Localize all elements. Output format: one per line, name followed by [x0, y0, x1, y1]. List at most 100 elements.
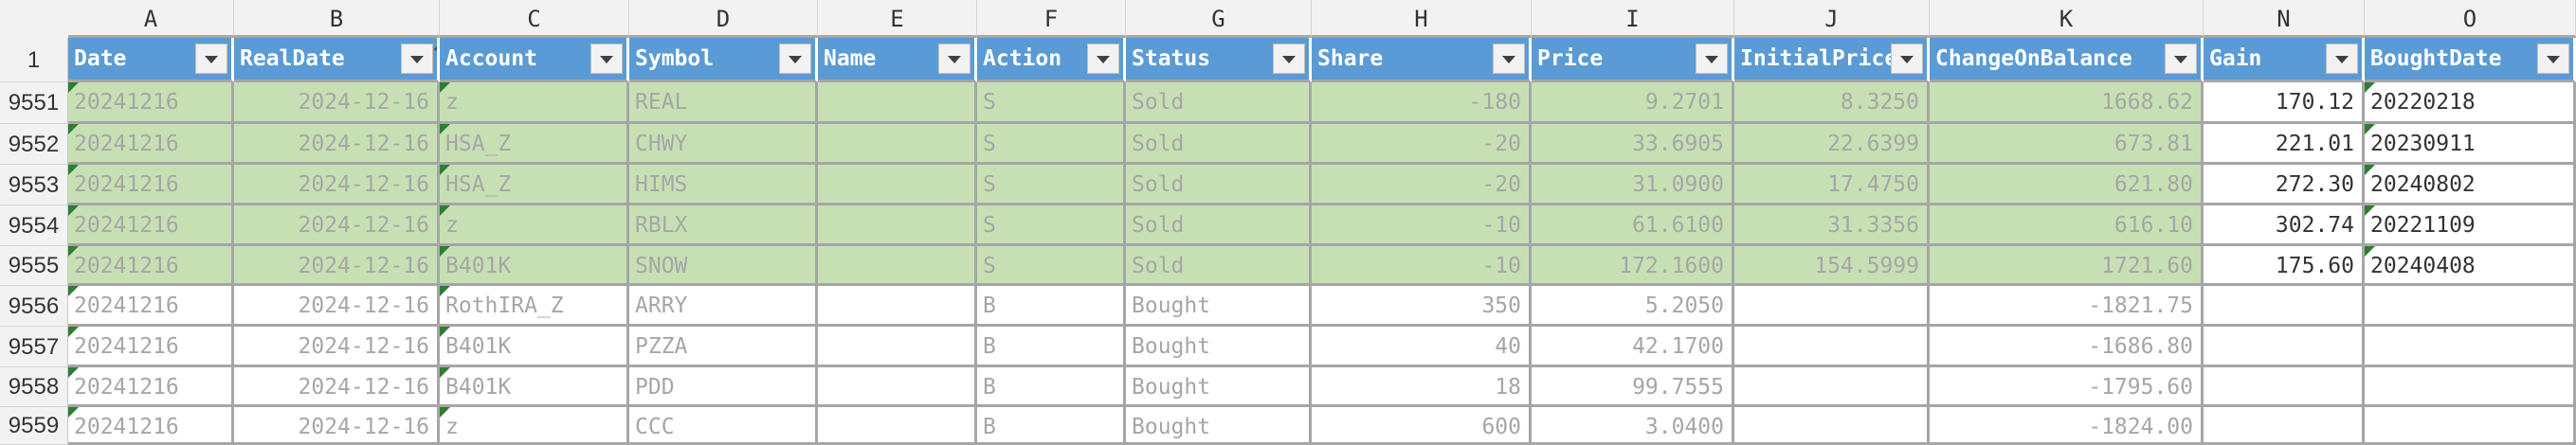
cell-initialprice[interactable]	[1734, 407, 1930, 445]
cell-symbol[interactable]: SNOW	[629, 246, 818, 286]
cell-gain[interactable]	[2204, 286, 2365, 327]
header-changeonbalance[interactable]: ChangeOnBalance	[1930, 38, 2204, 82]
cell-boughtdate[interactable]	[2365, 407, 2576, 445]
cell-symbol[interactable]: CHWY	[629, 124, 818, 165]
cell-changeonbalance[interactable]: 1721.60	[1930, 246, 2204, 286]
cell-name[interactable]	[818, 407, 977, 445]
cell-status[interactable]: Bought	[1126, 407, 1312, 445]
cell-changeonbalance[interactable]: 1668.62	[1930, 82, 2204, 124]
cell-initialprice[interactable]	[1734, 327, 1930, 367]
cell-changeonbalance[interactable]: 621.80	[1930, 165, 2204, 205]
cell-share[interactable]: -20	[1312, 165, 1532, 205]
cell-realdate[interactable]: 2024-12-16	[234, 205, 440, 246]
cell-share[interactable]: -180	[1312, 82, 1532, 124]
filter-dropdown-icon[interactable]	[1696, 44, 1728, 74]
cell-gain[interactable]: 175.60	[2204, 246, 2365, 286]
cell-share[interactable]: 40	[1312, 327, 1532, 367]
cell-initialprice[interactable]: 154.5999	[1734, 246, 1930, 286]
column-letter-j[interactable]: J	[1734, 0, 1930, 38]
cell-boughtdate[interactable]	[2365, 367, 2576, 407]
cell-boughtdate[interactable]: 20220218	[2365, 82, 2576, 124]
cell-changeonbalance[interactable]: -1795.60	[1930, 367, 2204, 407]
cell-initialprice[interactable]: 8.3250	[1734, 82, 1930, 124]
cell-action[interactable]: S	[977, 82, 1126, 124]
filter-dropdown-icon[interactable]	[1273, 44, 1305, 74]
column-letter-a[interactable]: A	[68, 0, 234, 38]
cell-status[interactable]: Sold	[1126, 82, 1312, 124]
cell-name[interactable]	[818, 286, 977, 327]
column-letter-n[interactable]: N	[2204, 0, 2365, 38]
cell-initialprice[interactable]: 17.4750	[1734, 165, 1930, 205]
row-number[interactable]: 9556	[0, 286, 68, 327]
cell-gain[interactable]	[2204, 407, 2365, 445]
column-letter-h[interactable]: H	[1312, 0, 1532, 38]
cell-date[interactable]: 20241216	[68, 82, 234, 124]
cell-boughtdate[interactable]: 20240408	[2365, 246, 2576, 286]
header-name[interactable]: Name	[818, 38, 977, 82]
header-share[interactable]: Share	[1312, 38, 1532, 82]
cell-price[interactable]: 3.0400	[1532, 407, 1734, 445]
cell-share[interactable]: 18	[1312, 367, 1532, 407]
cell-changeonbalance[interactable]: 673.81	[1930, 124, 2204, 165]
cell-status[interactable]: Bought	[1126, 286, 1312, 327]
cell-name[interactable]	[818, 246, 977, 286]
cell-boughtdate[interactable]	[2365, 286, 2576, 327]
cell-gain[interactable]	[2204, 327, 2365, 367]
cell-share[interactable]: -10	[1312, 246, 1532, 286]
cell-status[interactable]: Sold	[1126, 124, 1312, 165]
cell-boughtdate[interactable]: 20221109	[2365, 205, 2576, 246]
cell-action[interactable]: S	[977, 205, 1126, 246]
cell-date[interactable]: 20241216	[68, 205, 234, 246]
cell-action[interactable]: B	[977, 327, 1126, 367]
cell-date[interactable]: 20241216	[68, 286, 234, 327]
cell-account[interactable]: RothIRA_Z	[440, 286, 629, 327]
filter-dropdown-icon[interactable]	[195, 44, 227, 74]
cell-name[interactable]	[818, 205, 977, 246]
header-gain[interactable]: Gain	[2204, 38, 2365, 82]
cell-date[interactable]: 20241216	[68, 165, 234, 205]
cell-boughtdate[interactable]: 20240802	[2365, 165, 2576, 205]
filter-dropdown-icon[interactable]	[1493, 44, 1525, 74]
header-boughtdate[interactable]: BoughtDate	[2365, 38, 2576, 82]
cell-gain[interactable]: 170.12	[2204, 82, 2365, 124]
header-action[interactable]: Action	[977, 38, 1126, 82]
row-number[interactable]: 9559	[0, 407, 68, 445]
cell-date[interactable]: 20241216	[68, 327, 234, 367]
cell-price[interactable]: 42.1700	[1532, 327, 1734, 367]
row-number[interactable]: 9552	[0, 124, 68, 165]
column-letter-f[interactable]: F	[977, 0, 1126, 38]
filter-dropdown-icon[interactable]	[779, 44, 811, 74]
cell-initialprice[interactable]: 22.6399	[1734, 124, 1930, 165]
cell-gain[interactable]	[2204, 367, 2365, 407]
cell-changeonbalance[interactable]: -1821.75	[1930, 286, 2204, 327]
cell-price[interactable]: 172.1600	[1532, 246, 1734, 286]
row-number[interactable]: 9553	[0, 165, 68, 205]
cell-price[interactable]: 5.2050	[1532, 286, 1734, 327]
cell-realdate[interactable]: 2024-12-16	[234, 367, 440, 407]
cell-name[interactable]	[818, 327, 977, 367]
cell-date[interactable]: 20241216	[68, 124, 234, 165]
row-number[interactable]: 9558	[0, 367, 68, 407]
cell-changeonbalance[interactable]: -1824.00	[1930, 407, 2204, 445]
row-number[interactable]: 9555	[0, 246, 68, 286]
cell-account[interactable]: HSA_Z	[440, 165, 629, 205]
cell-gain[interactable]: 302.74	[2204, 205, 2365, 246]
cell-account[interactable]: B401K	[440, 327, 629, 367]
cell-status[interactable]: Sold	[1126, 246, 1312, 286]
cell-action[interactable]: B	[977, 286, 1126, 327]
cell-symbol[interactable]: CCC	[629, 407, 818, 445]
cell-boughtdate[interactable]: 20230911	[2365, 124, 2576, 165]
cell-realdate[interactable]: 2024-12-16	[234, 82, 440, 124]
cell-action[interactable]: B	[977, 367, 1126, 407]
cell-account[interactable]: HSA_Z	[440, 124, 629, 165]
column-letter-g[interactable]: G	[1126, 0, 1312, 38]
column-letter-o[interactable]: O	[2365, 0, 2576, 38]
cell-status[interactable]: Sold	[1126, 205, 1312, 246]
cell-initialprice[interactable]: 31.3356	[1734, 205, 1930, 246]
filter-dropdown-icon[interactable]	[2537, 44, 2569, 74]
column-letter-e[interactable]: E	[818, 0, 977, 38]
cell-account[interactable]: B401K	[440, 246, 629, 286]
cell-date[interactable]: 20241216	[68, 367, 234, 407]
header-price[interactable]: Price	[1532, 38, 1734, 82]
filter-dropdown-icon[interactable]	[938, 44, 971, 74]
